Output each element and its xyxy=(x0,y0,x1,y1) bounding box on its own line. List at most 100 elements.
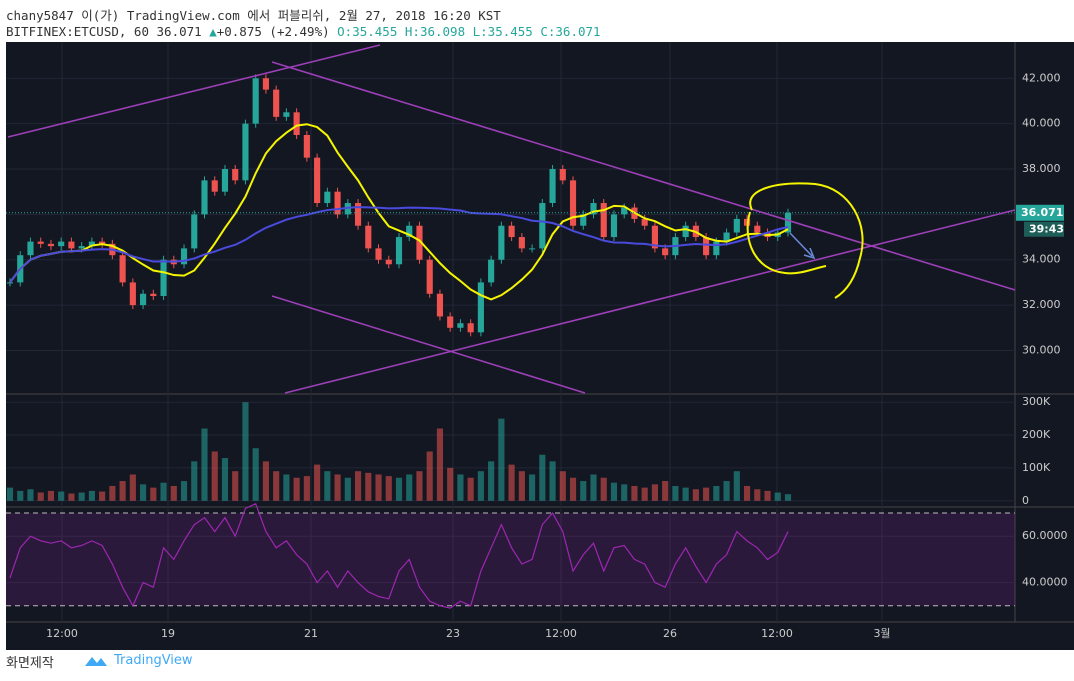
volume-bar xyxy=(467,477,474,501)
volume-bar xyxy=(539,454,546,501)
volume-bar xyxy=(160,482,167,501)
x-tick-label: 19 xyxy=(161,627,175,640)
volume-bar xyxy=(6,487,14,501)
candle xyxy=(549,169,556,204)
candle xyxy=(221,169,229,192)
y-tick-label: 34.000 xyxy=(1022,253,1061,266)
background xyxy=(6,42,1074,650)
volume-bar xyxy=(150,487,157,501)
candle xyxy=(354,203,362,226)
volume-bar xyxy=(569,477,577,501)
candle xyxy=(600,203,607,238)
trendlines xyxy=(7,44,1016,394)
volume-bar xyxy=(713,485,720,501)
volume-bar xyxy=(692,489,699,501)
candle xyxy=(314,157,321,204)
volume-bar xyxy=(88,490,95,501)
candle xyxy=(252,78,259,124)
volume-bar xyxy=(109,485,116,501)
volume-bar xyxy=(723,481,730,501)
volume-bar xyxy=(99,491,106,501)
volume-bar xyxy=(170,485,177,501)
candle xyxy=(641,218,648,226)
volume-bar xyxy=(17,490,24,501)
candle xyxy=(713,241,720,256)
candle xyxy=(78,246,85,249)
candle xyxy=(662,248,669,256)
volume-bar xyxy=(406,474,413,501)
candle xyxy=(211,180,218,192)
volume-bar xyxy=(232,471,239,501)
volume-bar xyxy=(221,458,229,501)
volume-bar xyxy=(242,402,249,501)
volume-bar xyxy=(283,474,290,501)
volume-bar xyxy=(68,493,75,501)
candle xyxy=(723,232,730,242)
volume-bar xyxy=(631,485,638,501)
volume-bar xyxy=(211,451,218,501)
moving-average xyxy=(9,123,789,301)
plot: 42.00040.00038.00036.00034.00032.00030.0… xyxy=(6,42,1068,640)
candle xyxy=(539,203,546,249)
y-tick-label: 30.000 xyxy=(1022,343,1061,356)
volume-bar xyxy=(191,461,198,501)
volume-bar xyxy=(774,492,781,501)
publish-line: chany5847 이(가) TradingView.com 에서 퍼블리쉬, … xyxy=(6,8,501,23)
candle xyxy=(621,207,628,215)
rsi-band xyxy=(6,513,1015,606)
volume-bar xyxy=(47,490,55,501)
volume-bar xyxy=(682,487,689,501)
arrow-drawing xyxy=(789,232,816,260)
candle xyxy=(580,214,587,226)
volume-bar xyxy=(743,485,751,501)
footer-left: 화면제작 xyxy=(6,656,54,671)
candle xyxy=(508,225,515,238)
y-tick-label: 60.0000 xyxy=(1022,529,1068,542)
volume-bar xyxy=(385,476,392,501)
candle xyxy=(703,237,710,256)
volume-bar xyxy=(764,490,771,501)
volume-bar xyxy=(610,482,618,501)
rsi-line xyxy=(9,502,789,609)
volume-bar xyxy=(395,477,403,501)
volume-bar xyxy=(365,472,372,501)
volume-bar xyxy=(262,461,269,501)
x-tick-label: 12:00 xyxy=(761,627,793,640)
candle xyxy=(27,241,34,256)
candle xyxy=(37,241,44,244)
candle xyxy=(129,282,136,306)
candle xyxy=(436,293,444,317)
candle xyxy=(406,225,413,238)
countdown: 39:43 xyxy=(1029,222,1064,235)
candle xyxy=(754,225,761,233)
volume-bar xyxy=(447,467,454,501)
change: +0.875 (+2.49%) xyxy=(216,24,330,39)
volume-bar xyxy=(662,481,669,501)
candle xyxy=(160,259,167,297)
price-label: 36.071 xyxy=(1021,206,1063,219)
candle xyxy=(488,259,495,283)
candle xyxy=(365,225,372,249)
volume-bar xyxy=(129,474,136,501)
candle xyxy=(395,237,403,265)
brand: TradingView xyxy=(114,653,193,668)
candle xyxy=(273,89,280,117)
candle xyxy=(58,241,65,247)
volume-bar xyxy=(58,491,65,501)
x-tick-label: 23 xyxy=(446,627,460,640)
candle xyxy=(262,78,269,90)
candle xyxy=(303,134,310,158)
candle xyxy=(119,255,126,283)
volume-bar xyxy=(436,428,444,501)
moving-average xyxy=(9,206,789,284)
volume-bar xyxy=(416,471,423,501)
volume-bar xyxy=(252,448,259,501)
volume-bar xyxy=(703,487,710,501)
ohlc: O:35.455 H:36.098 L:35.455 C:36.071 xyxy=(337,24,601,39)
volume-bar xyxy=(344,477,351,501)
volume-bar xyxy=(334,474,341,501)
volume-bar xyxy=(754,489,761,501)
volume-bar xyxy=(201,428,208,501)
chart: 42.00040.00038.00036.00034.00032.00030.0… xyxy=(6,42,1074,650)
candle xyxy=(569,180,577,226)
